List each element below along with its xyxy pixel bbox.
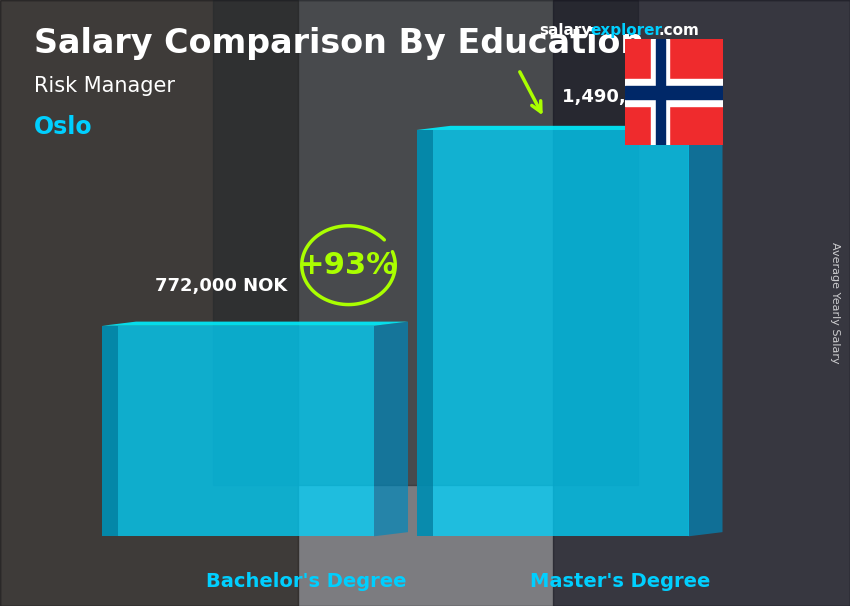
Bar <box>651 39 669 145</box>
Polygon shape <box>416 130 688 536</box>
Text: explorer: explorer <box>591 23 663 38</box>
Text: .com: .com <box>659 23 700 38</box>
Bar <box>625 79 722 105</box>
Text: Average Yearly Salary: Average Yearly Salary <box>830 242 840 364</box>
Text: 772,000 NOK: 772,000 NOK <box>155 278 287 296</box>
Bar <box>625 86 722 99</box>
Text: salary: salary <box>540 23 592 38</box>
Polygon shape <box>102 326 374 536</box>
Bar <box>0 0 298 606</box>
Text: +93%: +93% <box>299 251 398 280</box>
Polygon shape <box>688 126 722 536</box>
Polygon shape <box>102 322 408 326</box>
Text: 1,490,000 NOK: 1,490,000 NOK <box>562 88 713 105</box>
Text: Salary Comparison By Education: Salary Comparison By Education <box>34 27 644 60</box>
Bar <box>552 0 850 606</box>
Text: Master's Degree: Master's Degree <box>530 572 711 591</box>
Bar <box>656 39 665 145</box>
Polygon shape <box>416 130 433 536</box>
Text: Risk Manager: Risk Manager <box>34 76 175 96</box>
Text: Bachelor's Degree: Bachelor's Degree <box>206 572 406 591</box>
Polygon shape <box>102 326 118 536</box>
Bar <box>212 0 638 485</box>
Polygon shape <box>416 126 722 130</box>
Text: Oslo: Oslo <box>34 115 93 139</box>
Polygon shape <box>374 322 408 536</box>
